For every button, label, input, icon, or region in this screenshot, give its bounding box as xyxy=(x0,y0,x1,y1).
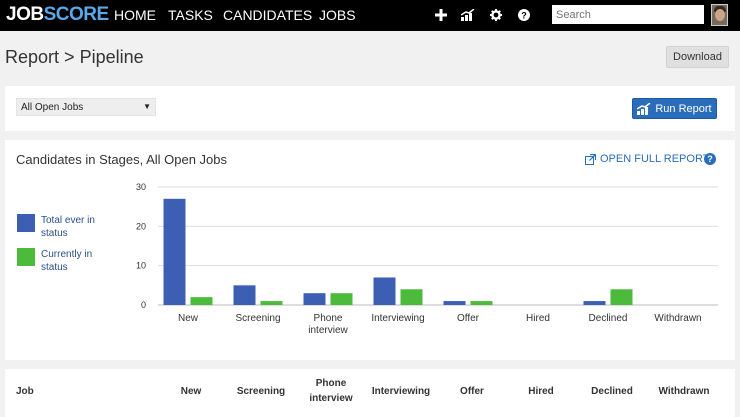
table-header-offer[interactable]: Offer xyxy=(460,386,484,397)
bar-current xyxy=(330,293,353,305)
page-title: Report > Pipeline xyxy=(5,47,144,68)
x-tick-label: Offer xyxy=(457,313,480,324)
chart-panel xyxy=(5,140,735,360)
top-nav-bar: JOBSCORE HOME TASKS CANDIDATES JOBS ? xyxy=(0,0,740,31)
nav-home[interactable]: HOME xyxy=(114,7,156,23)
analytics-icon[interactable] xyxy=(460,6,476,24)
bar-total xyxy=(443,301,466,305)
x-tick-label: Hired xyxy=(526,313,550,324)
bar-total xyxy=(233,285,256,305)
legend-label-total: Total ever in status xyxy=(41,215,95,239)
jobs-select-value: All Open Jobs xyxy=(21,102,84,113)
legend-current: Currently in status xyxy=(17,248,111,274)
user-avatar[interactable] xyxy=(711,4,728,26)
analytics-icon xyxy=(637,102,651,115)
open-full-report-link[interactable]: OPEN FULL REPORT xyxy=(585,153,709,165)
jobscore-logo[interactable]: JOBSCORE xyxy=(6,4,109,25)
chart-title: Candidates in Stages, All Open Jobs xyxy=(16,152,228,167)
table-header-declined[interactable]: Declined xyxy=(591,386,633,397)
bar-current xyxy=(400,289,423,305)
breadcrumb-separator: > xyxy=(64,47,75,67)
download-button[interactable]: Download xyxy=(666,46,729,68)
y-tick-label: 0 xyxy=(141,300,146,310)
open-full-report-label: OPEN FULL REPORT xyxy=(600,153,710,165)
legend-total: Total ever in status xyxy=(17,214,111,240)
bar-current xyxy=(470,301,493,305)
table-header-screening[interactable]: Screening xyxy=(236,386,286,397)
table-header-phone-interview[interactable]: Phone interview xyxy=(309,378,353,404)
external-link-icon xyxy=(585,153,596,165)
breadcrumb-report[interactable]: Report xyxy=(5,47,60,67)
table-header-job[interactable]: Job xyxy=(16,386,34,397)
nav-candidates[interactable]: CANDIDATES xyxy=(223,7,313,23)
nav-tasks[interactable]: TASKS xyxy=(168,7,213,23)
table-panel xyxy=(5,369,735,417)
x-tick-label: Withdrawn xyxy=(654,313,701,324)
legend-swatch-current xyxy=(17,248,35,266)
bar-total xyxy=(303,293,326,305)
table-header-interviewing[interactable]: Interviewing xyxy=(371,386,431,397)
x-tick-label: Interviewing xyxy=(371,313,424,324)
y-tick-label: 30 xyxy=(136,182,146,192)
legend-swatch-total xyxy=(17,214,35,232)
x-tick-label: Screening xyxy=(235,313,280,324)
y-tick-label: 20 xyxy=(136,221,146,231)
caret-down-icon: ▼ xyxy=(143,102,151,111)
y-tick-label: 10 xyxy=(136,261,146,271)
help-icon[interactable]: ? xyxy=(516,6,532,24)
x-tick-label: Phone xyxy=(314,313,343,324)
table-header-new[interactable]: New xyxy=(180,386,202,397)
plus-icon[interactable] xyxy=(433,6,449,24)
bar-total xyxy=(373,277,396,305)
table-header-hired[interactable]: Hired xyxy=(528,386,554,397)
x-tick-label: interview xyxy=(308,325,348,336)
x-tick-label: New xyxy=(178,313,199,324)
table-header-withdrawn[interactable]: Withdrawn xyxy=(658,386,710,397)
legend-label-current: Currently in status xyxy=(41,249,93,273)
search-input[interactable] xyxy=(552,5,704,24)
bar-current xyxy=(260,301,283,305)
nav-jobs[interactable]: JOBS xyxy=(319,7,356,23)
gear-icon[interactable] xyxy=(488,6,504,24)
chart-help-icon[interactable]: ? xyxy=(704,153,716,165)
bar-total xyxy=(163,198,186,305)
svg-text:?: ? xyxy=(521,11,527,21)
bar-current xyxy=(190,297,213,305)
bar-current xyxy=(610,289,633,305)
bar-total xyxy=(583,301,606,305)
breadcrumb-pipeline: Pipeline xyxy=(79,47,144,67)
run-report-label: Run Report xyxy=(655,102,712,115)
x-tick-label: Declined xyxy=(589,313,628,324)
run-report-button[interactable]: Run Report xyxy=(632,98,717,119)
jobs-select[interactable]: All Open Jobs ▼ xyxy=(16,98,156,116)
